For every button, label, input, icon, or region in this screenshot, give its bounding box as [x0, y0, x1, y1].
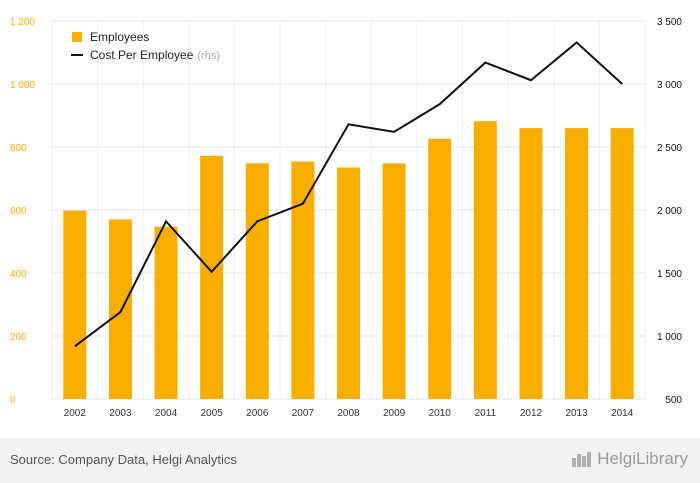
footer: Source: Company Data, Helgi Analytics He… [0, 438, 700, 483]
building-icon [572, 452, 592, 467]
bar [245, 163, 269, 399]
y-right-tick-label: 2 000 [657, 206, 682, 217]
y-right-tick-label: 2 500 [657, 143, 682, 154]
x-tick-label: 2002 [64, 408, 87, 419]
x-tick-label: 2004 [155, 408, 178, 419]
bar [108, 219, 132, 399]
bar-series [63, 121, 634, 400]
brand-logo: HelgiLibrary [571, 449, 688, 469]
x-tick-label: 2014 [611, 408, 634, 419]
chart: 0 200 400 600 800 1 000 1 200 500 1 000 1 500 2 00… [10, 17, 682, 419]
x-tick-label: 2006 [246, 408, 269, 419]
legend-swatch-employees [72, 32, 82, 42]
y-right-tick-label: 500 [665, 395, 682, 406]
y-left-tick-label: 0 [10, 395, 16, 406]
y-left-tick-label: 1 200 [10, 17, 35, 28]
x-tick-label: 2008 [337, 408, 360, 419]
x-tick-label: 2011 [475, 408, 497, 419]
y-right-tick-label: 1 500 [657, 269, 682, 280]
bar [610, 128, 634, 399]
bar [519, 128, 543, 399]
x-tick-label: 2010 [429, 408, 452, 419]
x-tick-label: 2007 [292, 408, 315, 419]
y-left-tick-label: 200 [10, 332, 27, 343]
bar [291, 161, 315, 399]
bar [200, 155, 224, 399]
line-series [74, 41, 623, 348]
y-left-tick-label: 1 000 [10, 80, 35, 91]
legend-label-cost: Cost Per Employee (rhs) [90, 48, 220, 62]
bar [337, 167, 360, 399]
x-tick-label: 2012 [520, 408, 543, 419]
bar [382, 163, 406, 399]
bar [565, 128, 589, 399]
y-right-tick-label: 3 000 [657, 80, 682, 91]
source-text: Source: Company Data, Helgi Analytics [10, 452, 237, 467]
bar [154, 226, 178, 399]
bar [473, 121, 497, 400]
bar [428, 138, 452, 399]
bar [63, 210, 87, 399]
y-right-tick-label: 3 500 [657, 17, 682, 28]
grid-lines [51, 20, 646, 400]
legend-label-employees: Employees [90, 30, 149, 44]
y-left-tick-label: 800 [10, 143, 27, 154]
x-tick-label: 2003 [109, 408, 132, 419]
x-tick-label: 2005 [201, 408, 224, 419]
brand-text: HelgiLibrary [597, 449, 688, 468]
y-right-tick-label: 1 000 [657, 332, 682, 343]
y-left-tick-label: 400 [10, 269, 27, 280]
legend: Employees Cost Per Employee (rhs) [71, 30, 220, 62]
line-cost-per-employee [74, 41, 623, 348]
axes: 0 200 400 600 800 1 000 1 200 500 1 000 1 500 2 00… [10, 17, 682, 419]
x-tick-label: 2013 [565, 408, 588, 419]
x-tick-label: 2009 [383, 408, 406, 419]
y-left-tick-label: 600 [10, 206, 27, 217]
